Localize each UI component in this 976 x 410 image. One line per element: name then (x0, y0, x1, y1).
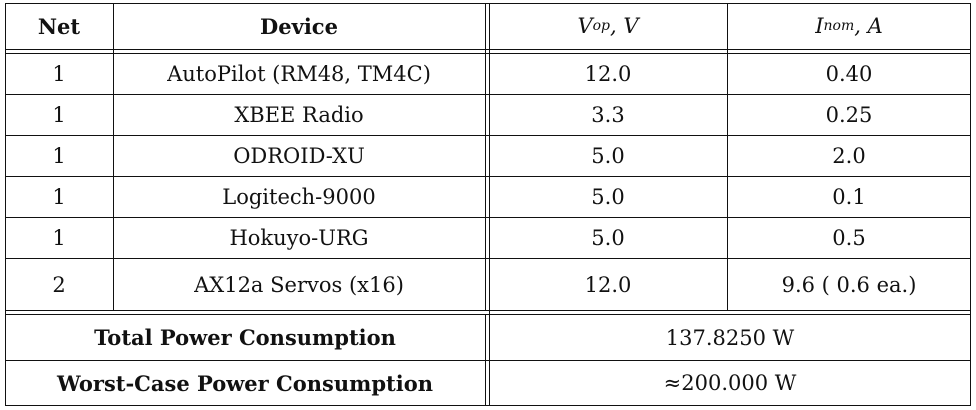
vop-symbol: V (577, 14, 593, 38)
header-net: Net (37, 13, 81, 39)
row-vop: 12.0 (584, 62, 632, 86)
col-divider-double-a (485, 3, 486, 311)
row-vop: 5.0 (591, 144, 625, 168)
row-net: 1 (52, 62, 66, 86)
row-net: 1 (52, 103, 66, 127)
row-inom: 0.25 (825, 103, 873, 127)
row-rule (5, 176, 971, 177)
header-device: Device (260, 13, 338, 39)
summary-label-worst: Worst-Case Power Consumption (57, 370, 433, 396)
summary-value-total: 137.8250 W (665, 325, 795, 350)
col-divider (113, 3, 114, 311)
row-net: 1 (52, 185, 66, 209)
row-net: 1 (52, 226, 66, 250)
row-rule (5, 135, 971, 136)
row-vop: 3.3 (591, 103, 625, 127)
row-rule (5, 217, 971, 218)
row-net: 2 (52, 272, 66, 297)
left-border (5, 3, 6, 406)
inom-unit: , A (854, 14, 883, 38)
summary-value-worst: ≈200.000 W (663, 371, 797, 395)
inom-subscript: nom (823, 18, 855, 34)
row-device: XBEE Radio (234, 103, 364, 127)
vop-subscript: op (592, 18, 611, 34)
top-rule (5, 3, 971, 4)
col-divider-double-b (489, 3, 490, 406)
row-rule (5, 258, 971, 259)
summary-label-total: Total Power Consumption (94, 325, 396, 350)
inom-symbol: I (815, 14, 824, 38)
row-inom: 2.0 (832, 144, 866, 168)
right-border (970, 3, 971, 406)
row-device: Logitech-9000 (222, 185, 376, 209)
row-inom: 0.40 (825, 62, 873, 86)
header-rule-1 (5, 49, 971, 50)
row-inom: 0.5 (832, 226, 866, 250)
row-inom: 0.1 (832, 185, 866, 209)
row-device: AX12a Servos (x16) (194, 272, 404, 297)
row-net: 1 (52, 144, 66, 168)
summary-rule-1 (5, 310, 971, 311)
row-device: AutoPilot (RM48, TM4C) (167, 62, 431, 86)
col-divider (727, 3, 728, 311)
row-device: Hokuyo-URG (229, 226, 369, 250)
row-vop: 5.0 (591, 226, 625, 250)
summary-rule-2 (5, 314, 971, 315)
row-device: ODROID-XU (233, 144, 365, 168)
summary-rule (5, 360, 971, 361)
row-rule (5, 94, 971, 95)
row-vop: 5.0 (591, 185, 625, 209)
bottom-rule (5, 405, 971, 406)
row-inom: 9.6 ( 0.6 ea.) (781, 272, 917, 297)
vop-unit: , V (610, 14, 639, 38)
header-rule-2 (5, 53, 971, 54)
summary-divider-a (485, 314, 486, 406)
row-vop: 12.0 (584, 272, 632, 297)
